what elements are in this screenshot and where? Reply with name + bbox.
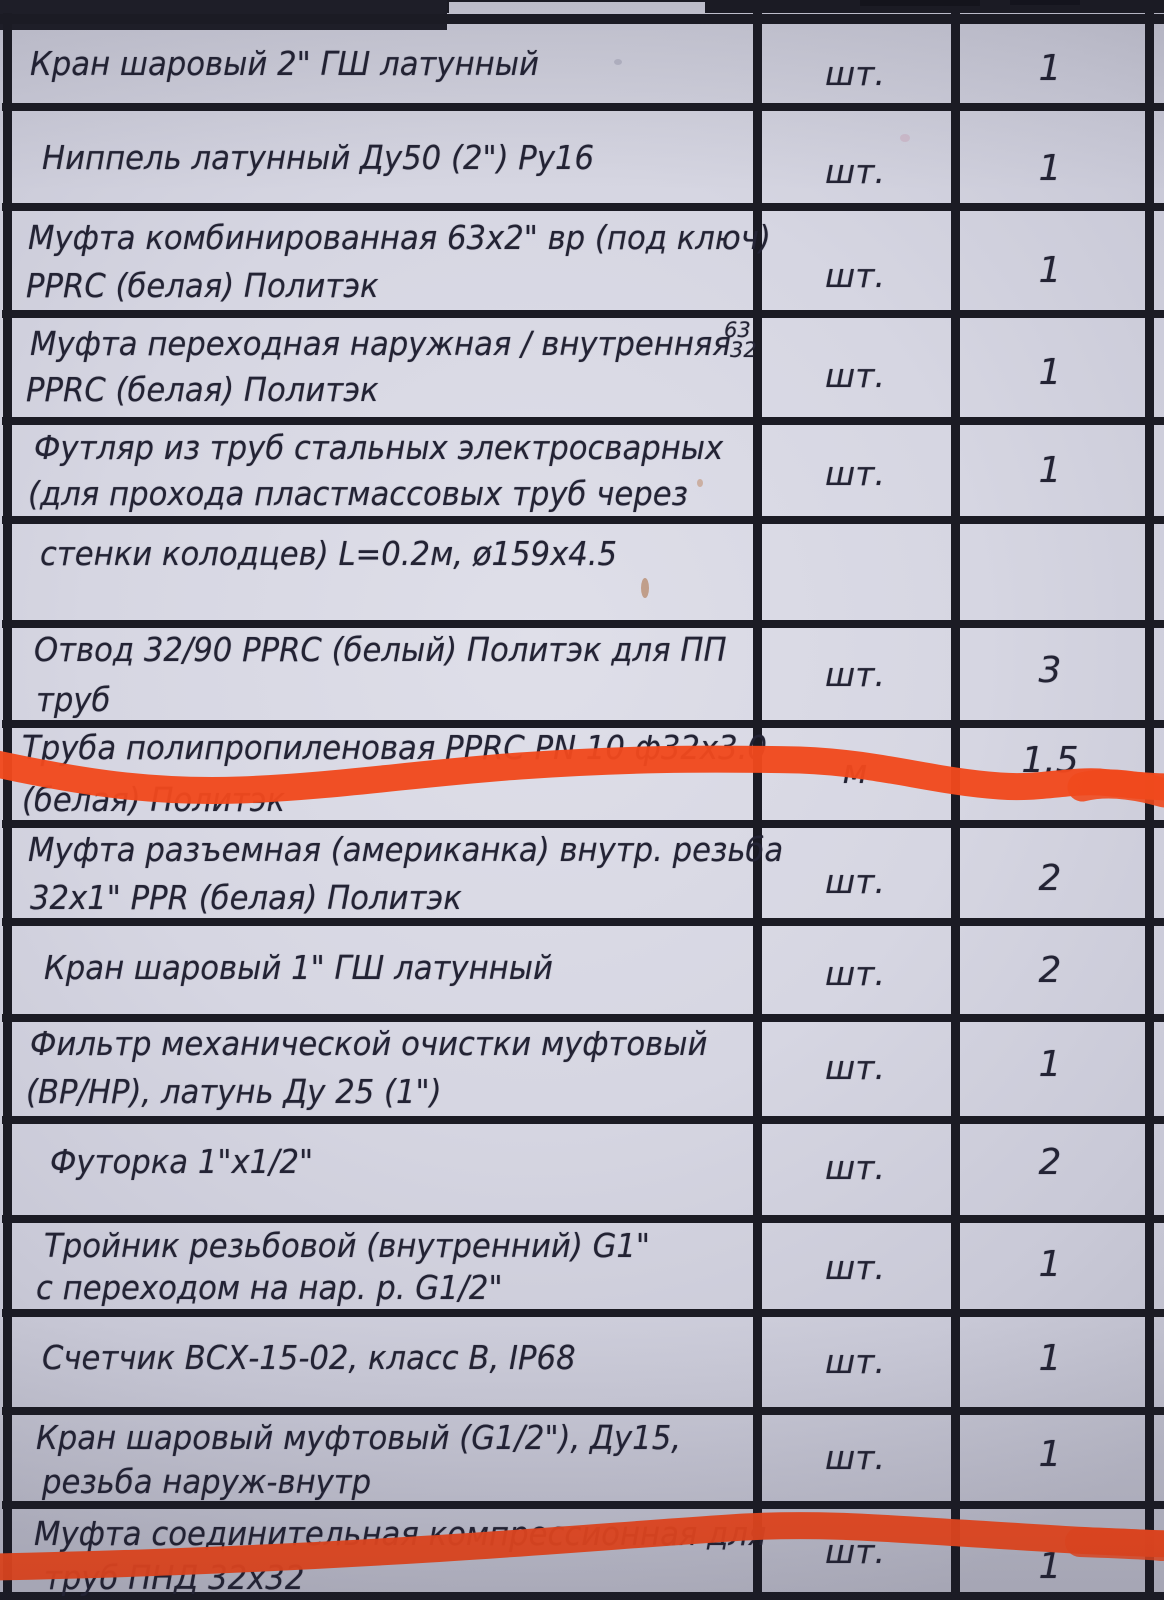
paper-stain	[641, 578, 649, 598]
qty-cell: 1	[1038, 1546, 1062, 1587]
unit-cell: шт.	[825, 356, 885, 395]
item-description: Муфта разъемная (американка) внутр. резь…	[28, 830, 784, 869]
qty-cell: 1	[1038, 148, 1062, 189]
qty-cell: 1	[1038, 1244, 1062, 1285]
marker-strike-row-15	[0, 1512, 1164, 1581]
item-description: Футорка 1"х1/2"	[50, 1142, 314, 1181]
paper-stain	[697, 479, 703, 487]
unit-cell: шт.	[825, 1342, 885, 1381]
item-description: Муфта переходная наружная / внутренняя	[30, 324, 731, 363]
item-description: PPRC (белая) Политэк	[26, 370, 379, 409]
item-description: PPRC (белая) Политэк	[26, 266, 379, 305]
item-description: Ниппель латунный Ду50 (2") Ру16	[42, 138, 595, 177]
item-description: Тройник резьбовой (внутренний) G1"	[44, 1226, 650, 1265]
item-description: с переходом на нар. р. G1/2"	[36, 1268, 503, 1307]
unit-cell: шт.	[825, 54, 885, 93]
item-description: Футляр из труб стальных электросварных	[34, 428, 724, 467]
item-description: Кран шаровый муфтовый (G1/2"), Ду15,	[36, 1418, 681, 1457]
item-description: Счетчик ВСХ-15-02, класс В, IP68	[42, 1338, 576, 1377]
unit-cell: шт.	[825, 862, 885, 901]
item-description: (для прохода пластмассовых труб через	[28, 474, 688, 513]
item-description: (ВР/НР), латунь Ду 25 (1")	[26, 1072, 442, 1111]
item-description: Муфта комбинированная 63х2" вр (под ключ…	[28, 218, 771, 257]
qty-cell: 1	[1038, 48, 1062, 89]
qty-cell: 1	[1038, 1338, 1062, 1379]
qty-cell: 1	[1038, 450, 1062, 491]
item-description: стенки колодцев) L=0.2м, ø159х4.5	[40, 534, 618, 573]
unit-cell: шт.	[825, 256, 885, 295]
unit-cell: шт.	[825, 954, 885, 993]
item-description: 32х1" PPR (белая) Политэк	[30, 878, 462, 917]
marker-strike-row-7	[0, 745, 1164, 804]
item-description: Отвод 32/90 PPRC (белый) Политэк для ПП	[34, 630, 727, 669]
qty-cell: 2	[1038, 1142, 1062, 1183]
paper-stain	[614, 59, 622, 65]
qty-cell: 1	[1038, 1044, 1062, 1085]
qty-cell: 2	[1038, 950, 1062, 991]
paper-stain	[900, 134, 910, 142]
unit-cell: шт.	[825, 1248, 885, 1287]
item-description: Кран шаровый 1" ГШ латунный	[44, 948, 553, 987]
item-description: резьба наруж-внутр	[42, 1462, 372, 1501]
unit-cell: шт.	[825, 1438, 885, 1477]
qty-cell: 2	[1038, 858, 1062, 899]
unit-cell: шт.	[825, 655, 885, 694]
qty-cell: 3	[1038, 650, 1062, 691]
unit-cell: шт.	[825, 1148, 885, 1187]
qty-cell: 1	[1038, 352, 1062, 393]
item-description: труб	[36, 680, 111, 719]
unit-cell: шт.	[825, 454, 885, 493]
qty-cell: 1	[1038, 1434, 1062, 1475]
item-description: Фильтр механической очистки муфтовый	[30, 1024, 708, 1063]
qty-cell: 1	[1038, 250, 1062, 291]
size-fraction: 63 32	[724, 318, 757, 362]
item-description: Кран шаровый 2" ГШ латунный	[30, 44, 539, 83]
unit-cell: шт.	[825, 1048, 885, 1087]
unit-cell: шт.	[825, 152, 885, 191]
